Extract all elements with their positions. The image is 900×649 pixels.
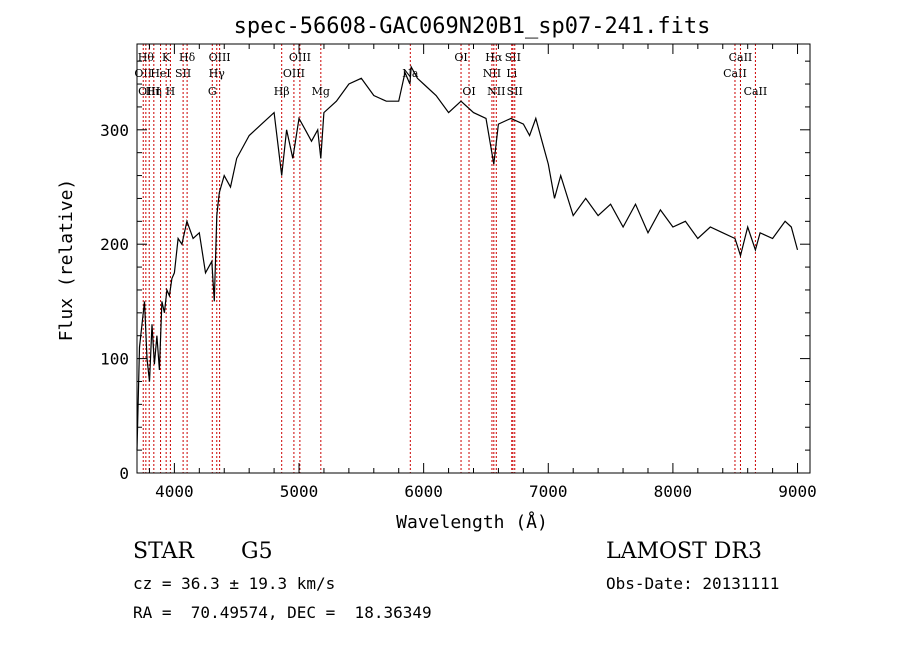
- line-marker-label: OIII: [289, 51, 311, 64]
- line-marker-label: OI: [462, 85, 475, 98]
- redshift-velocity: cz = 36.3 ± 19.3 km/s: [133, 574, 336, 593]
- x-tick-label: 7000: [529, 482, 568, 501]
- line-marker-label: CaII: [744, 85, 768, 98]
- observation-date: Obs-Date: 20131111: [606, 574, 780, 593]
- plot-frame: [136, 43, 811, 474]
- line-marker-label: HeI: [150, 67, 170, 80]
- x-tick-label: 4000: [155, 482, 194, 501]
- line-marker-label: G: [208, 85, 217, 98]
- chart-title: spec-56608-GAC069N20B1_sp07-241.fits: [234, 14, 711, 39]
- line-marker-label: Li: [506, 67, 517, 80]
- line-marker-label: SII: [175, 67, 191, 80]
- x-tick-label: 6000: [404, 482, 443, 501]
- line-marker-label: K: [162, 51, 171, 64]
- survey-name: LAMOST DR3: [606, 539, 762, 564]
- line-marker-label: OIII: [138, 85, 160, 98]
- coordinates: RA = 70.49574, DEC = 18.36349: [133, 603, 432, 622]
- line-marker-label: H: [166, 85, 176, 98]
- y-tick-label: 100: [100, 350, 129, 369]
- line-marker-label: OIII: [283, 67, 305, 80]
- x-tick-label: 8000: [654, 482, 693, 501]
- spectrum-line: [136, 64, 799, 451]
- line-markers: OIIHθOIIIHηHeIKHSIIHδGHγOIIIHβOIIIOIIIMg…: [134, 44, 767, 473]
- y-axis-label: Flux (relative): [56, 179, 77, 342]
- object-class: STAR: [133, 539, 194, 564]
- line-marker-label: Hα: [485, 51, 503, 64]
- line-marker-label: Mg: [312, 85, 330, 98]
- y-tick-label: 0: [119, 464, 129, 483]
- line-marker-label: OII: [134, 67, 152, 80]
- line-marker-label: SII: [507, 85, 523, 98]
- line-marker-label: Hγ: [209, 67, 226, 80]
- object-subclass: G5: [241, 539, 273, 564]
- line-marker-label: Hη: [146, 85, 162, 98]
- line-marker-label: Hβ: [274, 85, 290, 98]
- axes: 4000 5000 6000 7000 8000 9000 0 100 200 300: [100, 44, 817, 501]
- line-marker-label: OIII: [209, 51, 231, 64]
- y-tick-label: 300: [100, 121, 129, 140]
- x-tick-label: 5000: [280, 482, 319, 501]
- line-marker-label: OI: [454, 51, 467, 64]
- line-marker-label: CaII: [729, 51, 753, 64]
- line-marker-label: Hθ: [138, 51, 155, 64]
- line-marker-label: NII: [483, 67, 501, 80]
- line-marker-label: SII: [505, 51, 521, 64]
- line-marker-label: NII: [487, 85, 505, 98]
- x-axis-label: Wavelength (Å): [396, 511, 548, 533]
- line-marker-label: Hδ: [179, 51, 196, 64]
- line-marker-label: CaII: [723, 67, 747, 80]
- y-tick-label: 200: [100, 235, 129, 254]
- x-tick-label: 9000: [778, 482, 817, 501]
